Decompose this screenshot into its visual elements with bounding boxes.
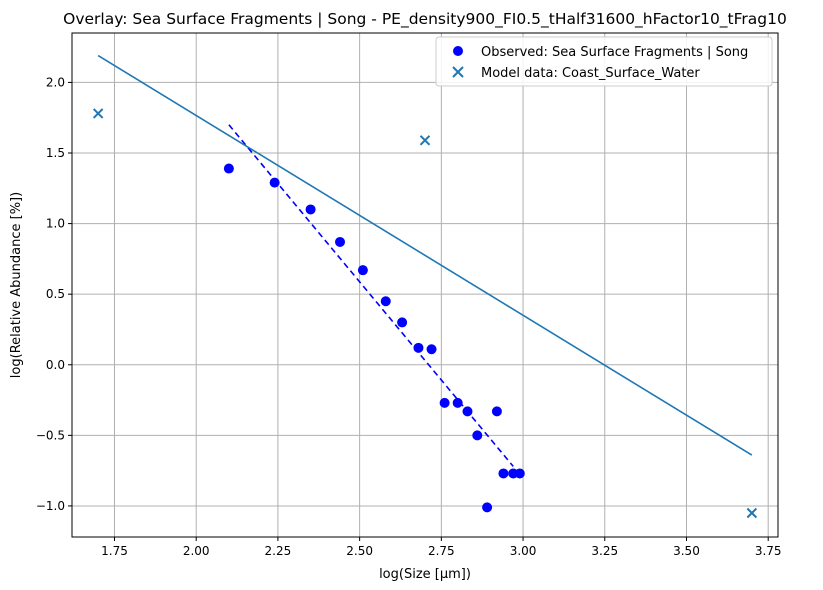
legend: Observed: Sea Surface Fragments | Song M…	[435, 36, 773, 87]
observed-point	[452, 397, 463, 408]
observed-point	[472, 430, 483, 441]
plot-frame	[71, 32, 779, 538]
x-tick-label: 3.00	[510, 544, 537, 558]
x-tick-label: 3.50	[673, 544, 700, 558]
y-tick-label: 1.0	[46, 217, 65, 231]
legend-marker-observed	[453, 46, 463, 56]
model-point	[419, 135, 431, 146]
x-tick-label: 1.75	[101, 544, 128, 558]
observed-point	[462, 406, 473, 417]
model-fit-line	[97, 54, 753, 456]
observed-point	[223, 163, 234, 174]
x-axis-ticks: 1.75 2.00 2.25 2.50 2.75 3.00 3.25 3.50 3.75	[101, 537, 782, 558]
observed-point	[305, 204, 316, 215]
y-tick-label: −0.5	[36, 428, 65, 442]
chart-title: Overlay: Sea Surface Fragments | Song - …	[63, 10, 787, 29]
observed-point	[269, 177, 280, 188]
legend-label-model: Model data: Coast_Surface_Water	[481, 66, 700, 81]
y-axis-label: log(Relative Abundance [%])	[9, 192, 24, 378]
legend-label-observed: Observed: Sea Surface Fragments | Song	[481, 45, 748, 60]
plot-area	[92, 54, 758, 519]
x-tick-label: 2.50	[346, 544, 373, 558]
y-tick-label: 2.0	[46, 75, 65, 89]
observed-point	[397, 317, 408, 328]
y-tick-label: 0.0	[46, 358, 65, 372]
grid	[72, 33, 778, 537]
model-point	[92, 108, 104, 119]
x-tick-label: 2.75	[428, 544, 455, 558]
observed-point	[335, 236, 346, 247]
x-tick-label: 3.75	[755, 544, 782, 558]
x-axis-label: log(Size [μm])	[379, 567, 471, 582]
observed-point	[498, 468, 509, 479]
y-tick-label: 0.5	[46, 287, 65, 301]
observed-point	[482, 502, 493, 513]
x-tick-label: 2.00	[183, 544, 210, 558]
observed-point	[357, 265, 368, 276]
observed-point	[426, 344, 437, 355]
model-point	[746, 507, 758, 519]
y-tick-label: −1.0	[36, 499, 65, 513]
observed-point	[514, 468, 525, 479]
legend-marker-model	[452, 66, 464, 78]
observed-point	[413, 342, 424, 353]
x-tick-label: 2.25	[265, 544, 292, 558]
observed-point	[380, 296, 391, 307]
y-axis-ticks: −1.0 −0.5 0.0 0.5 1.0 1.5 2.0	[36, 75, 72, 513]
legend-box	[435, 36, 773, 87]
x-tick-label: 3.25	[591, 544, 618, 558]
observed-point	[439, 397, 450, 408]
y-tick-label: 1.5	[46, 146, 65, 160]
observed-point	[491, 406, 502, 417]
